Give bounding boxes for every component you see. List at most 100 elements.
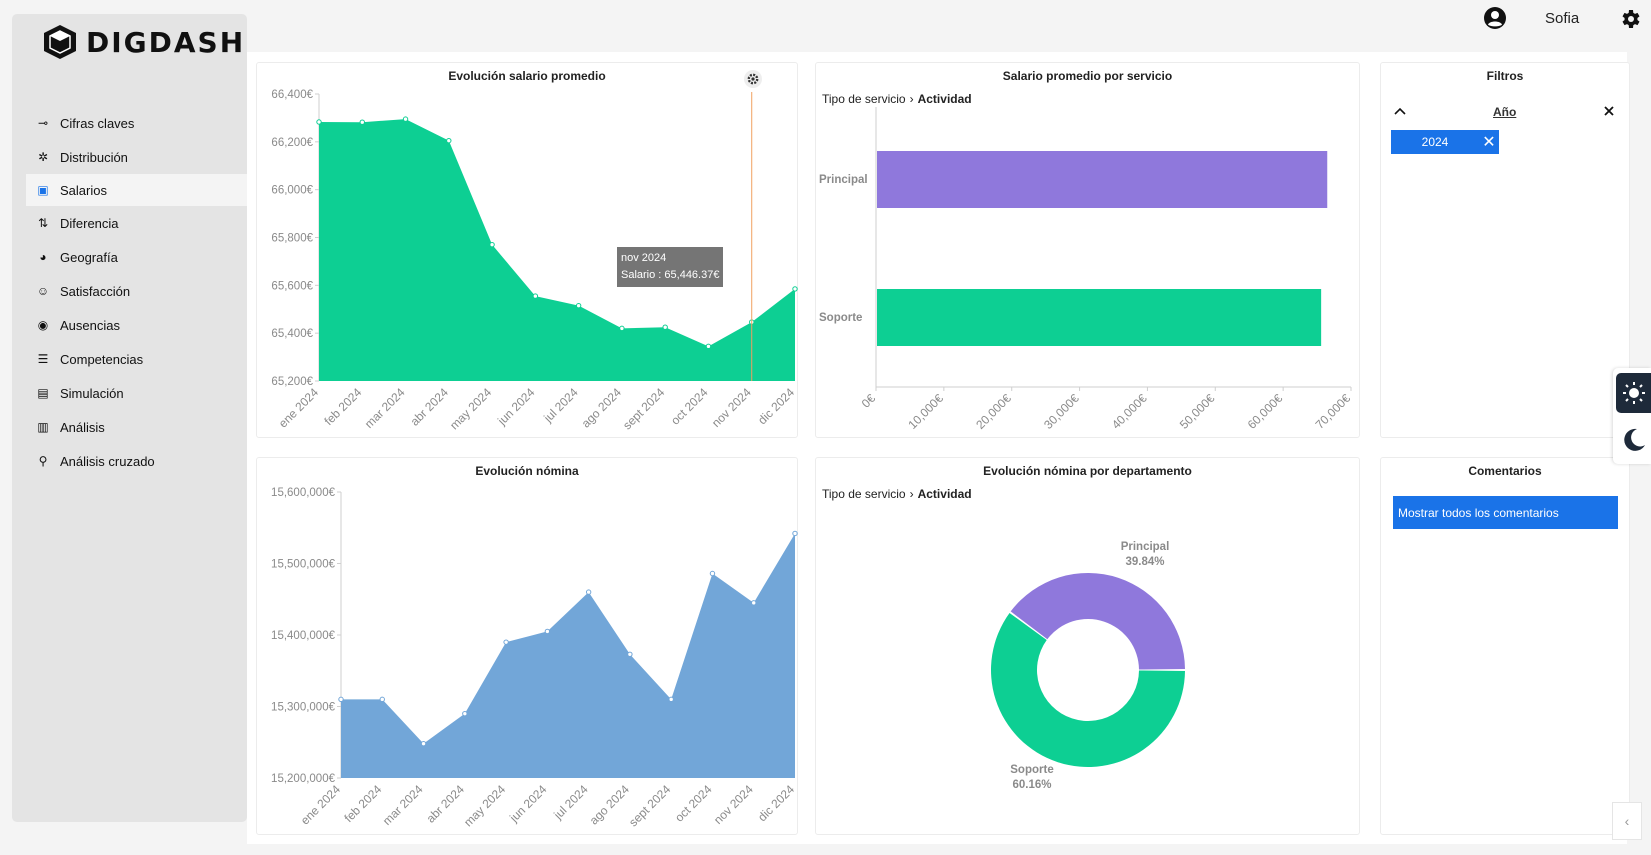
y-tick-label: 15,600,000€ bbox=[271, 487, 336, 499]
data-point[interactable] bbox=[489, 241, 495, 248]
panel-salary-by-service: Salario promedio por servicio Tipo de se… bbox=[815, 62, 1360, 438]
x-tick-label: feb 2024 bbox=[341, 782, 384, 825]
sidebar-item-análisis-cruzado[interactable]: ⚲ Análisis cruzado bbox=[12, 444, 247, 478]
sidebar-item-competencias[interactable]: ☰ Competencias bbox=[12, 342, 247, 376]
theme-switch bbox=[1613, 368, 1651, 464]
panel-payroll-by-department: Evolución nómina por departamento Tipo d… bbox=[815, 457, 1360, 835]
simulation-icon: ▤ bbox=[37, 386, 49, 400]
bar-soporte[interactable] bbox=[877, 289, 1322, 346]
x-tick-label: mar 2024 bbox=[380, 782, 426, 828]
absence-icon: ◉ bbox=[37, 318, 49, 332]
settings-gear-icon[interactable] bbox=[1618, 7, 1642, 31]
category-label: Principal bbox=[819, 174, 868, 186]
x-tick-label: jul 2024 bbox=[550, 782, 591, 823]
sidebar-item-label: Salarios bbox=[60, 182, 107, 198]
user-avatar-icon[interactable] bbox=[1483, 6, 1507, 30]
data-point[interactable] bbox=[792, 286, 798, 292]
panel-title: Filtros bbox=[1486, 69, 1524, 83]
salary-evolution-chart[interactable]: 65,200€ 65,400€ 65,600€ 65,800€ 66,000€ 66,20… bbox=[257, 63, 799, 439]
panel-title: Evolución salario promedio bbox=[448, 69, 606, 83]
data-point[interactable] bbox=[402, 116, 409, 122]
filter-chip-value: 2024 bbox=[1421, 135, 1449, 149]
dark-theme-button[interactable] bbox=[1616, 420, 1651, 460]
bar-principal[interactable] bbox=[877, 151, 1328, 208]
x-tick-label: mar 2024 bbox=[362, 385, 408, 431]
panel-payroll-evolution: Evolución nómina 15,200,000€ 15,300,000€ 1… bbox=[256, 457, 798, 835]
data-point[interactable] bbox=[705, 343, 712, 350]
digdash-logo-icon bbox=[44, 25, 76, 59]
x-tick-label: oct 2024 bbox=[668, 385, 711, 428]
data-point[interactable] bbox=[379, 696, 385, 703]
data-point[interactable] bbox=[619, 325, 625, 332]
x-tick-label: ago 2024 bbox=[579, 385, 625, 431]
data-point[interactable] bbox=[532, 293, 539, 299]
x-tick-label: jun 2024 bbox=[494, 385, 537, 428]
data-point[interactable] bbox=[544, 628, 551, 635]
y-tick-label: 66,000€ bbox=[271, 185, 313, 197]
remove-filter-icon[interactable]: ✕ bbox=[1482, 134, 1496, 151]
x-tick-label: ago 2024 bbox=[587, 782, 633, 828]
data-point[interactable] bbox=[462, 710, 468, 717]
salary-by-service-chart[interactable]: Principal Soporte 0€ 10,000€ 20,000€ 30,000€ 4… bbox=[816, 63, 1361, 439]
slice-value-label: 60.16% bbox=[1012, 779, 1051, 791]
data-point[interactable] bbox=[446, 137, 452, 144]
sidebar-item-geografía[interactable]: ◕ Geografía bbox=[12, 240, 247, 274]
data-point[interactable] bbox=[709, 570, 716, 577]
payroll-by-department-donut[interactable]: Principal 39.84% Soporte 60.16% bbox=[816, 458, 1361, 836]
logo[interactable]: DIGDASH bbox=[42, 24, 245, 60]
data-point[interactable] bbox=[338, 696, 344, 703]
x-tick-label: dic 2024 bbox=[755, 385, 797, 427]
data-point[interactable] bbox=[503, 639, 509, 645]
x-tick-label: 40,000€ bbox=[1109, 391, 1150, 432]
x-tick-label: ene 2024 bbox=[276, 385, 322, 431]
breadcrumb-item[interactable]: Tipo de servicio bbox=[822, 92, 906, 106]
collapse-panel-button[interactable]: ‹ bbox=[1612, 802, 1642, 840]
light-theme-button[interactable] bbox=[1616, 373, 1651, 413]
y-tick-label: 15,400,000€ bbox=[271, 630, 336, 642]
data-point[interactable] bbox=[662, 324, 668, 330]
y-tick-label: 15,500,000€ bbox=[271, 559, 336, 571]
data-point[interactable] bbox=[420, 740, 427, 747]
data-point[interactable] bbox=[585, 589, 592, 595]
show-all-comments-button[interactable]: Mostrar todos los comentarios bbox=[1393, 496, 1618, 529]
data-point[interactable] bbox=[359, 119, 365, 125]
data-point[interactable] bbox=[792, 530, 798, 537]
chevron-left-icon: ‹ bbox=[1624, 813, 1630, 829]
sidebar-item-satisfacción[interactable]: ☺ Satisfacción bbox=[12, 274, 247, 308]
breadcrumb-item-current: Actividad bbox=[917, 487, 972, 501]
panel-filters: Filtros Año 2024 ✕ bbox=[1380, 62, 1630, 438]
payroll-evolution-chart[interactable]: 15,200,000€ 15,300,000€ 15,400,000€ 15,500,… bbox=[257, 458, 799, 836]
x-tick-label: sept 2024 bbox=[620, 385, 667, 432]
data-point[interactable] bbox=[668, 696, 674, 703]
slice-value-label: 39.84% bbox=[1125, 556, 1164, 568]
user-name[interactable]: Sofia bbox=[1545, 10, 1580, 27]
close-icon[interactable] bbox=[1603, 105, 1615, 117]
x-tick-label: sept 2024 bbox=[626, 782, 673, 829]
sidebar-item-simulación[interactable]: ▤ Simulación bbox=[12, 376, 247, 410]
breadcrumb-item-current: Actividad bbox=[917, 92, 972, 106]
data-point[interactable] bbox=[575, 302, 582, 309]
sidebar-item-cifras-claves[interactable]: ⊸ Cifras claves bbox=[12, 106, 247, 140]
satisfaction-icon: ☺ bbox=[36, 284, 50, 298]
sidebar-item-diferencia[interactable]: ⇅ Diferencia bbox=[12, 206, 247, 240]
data-point[interactable] bbox=[751, 600, 757, 606]
filter-label-year[interactable]: Año bbox=[1493, 105, 1517, 119]
breadcrumb-item[interactable]: Tipo de servicio bbox=[822, 487, 906, 501]
sidebar-item-distribución[interactable]: ✲ Distribución bbox=[12, 140, 247, 174]
sidebar-item-label: Geografía bbox=[60, 249, 118, 265]
data-point[interactable] bbox=[316, 119, 322, 125]
data-point[interactable] bbox=[627, 651, 633, 658]
filter-chip[interactable]: 2024 ✕ bbox=[1391, 130, 1499, 154]
sidebar: DIGDASH ⊸ Cifras claves ✲ Distribución ▣ Sala… bbox=[12, 14, 247, 822]
sidebar-item-análisis[interactable]: ▥ Análisis bbox=[12, 410, 247, 444]
slice-principal[interactable] bbox=[1010, 573, 1185, 670]
chevron-up-icon[interactable] bbox=[1393, 105, 1407, 117]
magnifier-icon: ⚲ bbox=[38, 454, 48, 468]
y-tick-label: 66,400€ bbox=[271, 89, 313, 101]
moon-icon bbox=[1623, 428, 1645, 451]
sidebar-item-salarios[interactable]: ▣ Salarios bbox=[26, 174, 247, 206]
panel-settings-gear-icon[interactable] bbox=[744, 70, 762, 88]
x-tick-label: 70,000€ bbox=[1313, 391, 1354, 432]
sidebar-item-ausencias[interactable]: ◉ Ausencias bbox=[12, 308, 247, 342]
slice-soporte[interactable] bbox=[991, 612, 1185, 767]
